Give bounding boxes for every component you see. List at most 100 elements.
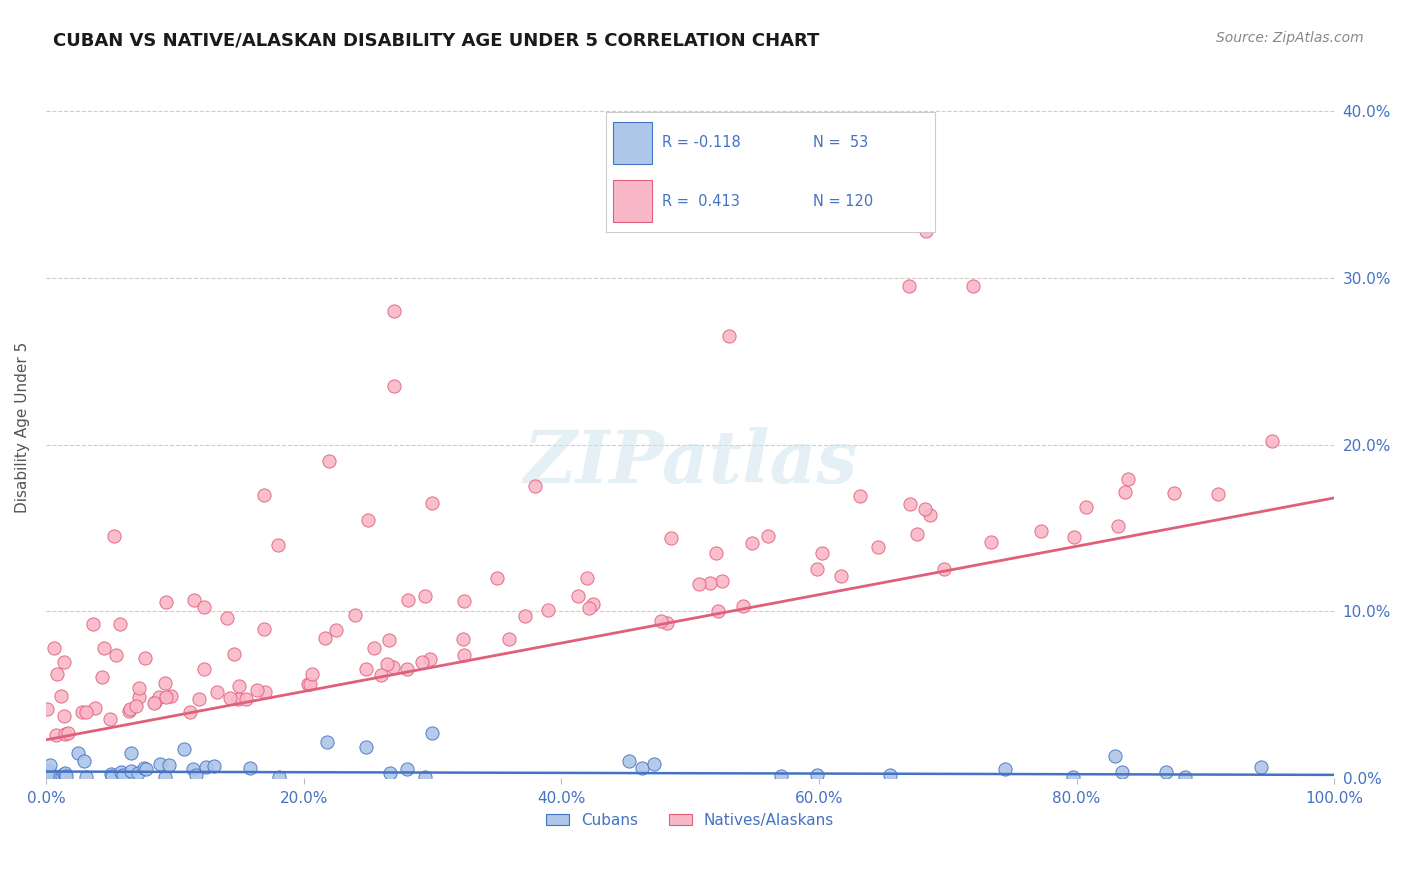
Natives/Alaskans	[118, 702, 141, 716]
Natives/Alaskans	[688, 577, 710, 591]
Natives/Alaskans	[422, 496, 444, 510]
Natives/Alaskans	[299, 677, 322, 691]
Natives/Alaskans	[934, 562, 956, 576]
Natives/Alaskans	[53, 708, 76, 723]
Natives/Alaskans	[118, 705, 141, 719]
Cubans	[1104, 748, 1126, 763]
Natives/Alaskans	[46, 666, 69, 681]
Natives/Alaskans	[756, 529, 779, 543]
Cubans	[1174, 770, 1197, 784]
Cubans	[67, 746, 90, 760]
Natives/Alaskans	[128, 681, 150, 695]
Natives/Alaskans	[524, 479, 547, 493]
Natives/Alaskans	[453, 648, 475, 662]
Cubans	[1111, 764, 1133, 779]
Natives/Alaskans	[226, 691, 249, 706]
Cubans	[806, 767, 828, 781]
Natives/Alaskans	[918, 508, 941, 522]
Cubans	[1154, 765, 1177, 780]
Natives/Alaskans	[650, 614, 672, 628]
Natives/Alaskans	[205, 685, 228, 699]
Natives/Alaskans	[1029, 524, 1052, 538]
Cubans	[181, 762, 204, 776]
Natives/Alaskans	[614, 178, 637, 193]
Natives/Alaskans	[453, 632, 475, 646]
Cubans	[53, 767, 76, 781]
Natives/Alaskans	[1206, 487, 1229, 501]
Cubans	[770, 769, 793, 783]
Cubans	[55, 769, 77, 783]
Natives/Alaskans	[98, 712, 121, 726]
Natives/Alaskans	[659, 531, 682, 545]
Natives/Alaskans	[1116, 472, 1139, 486]
Text: Source: ZipAtlas.com: Source: ZipAtlas.com	[1216, 31, 1364, 45]
Natives/Alaskans	[301, 666, 323, 681]
Cubans	[132, 761, 155, 775]
Cubans	[37, 764, 59, 778]
Natives/Alaskans	[82, 617, 104, 632]
Natives/Alaskans	[134, 650, 156, 665]
Natives/Alaskans	[576, 571, 599, 585]
Legend: Cubans, Natives/Alaskans: Cubans, Natives/Alaskans	[540, 806, 841, 834]
Natives/Alaskans	[915, 224, 938, 238]
Cubans	[111, 768, 134, 782]
Cubans	[315, 735, 337, 749]
Cubans	[120, 764, 142, 779]
Natives/Alaskans	[45, 728, 67, 742]
Cubans	[413, 770, 436, 784]
Natives/Alaskans	[1114, 485, 1136, 500]
Cubans	[994, 762, 1017, 776]
Natives/Alaskans	[962, 279, 984, 293]
Cubans	[73, 754, 96, 768]
Text: CUBAN VS NATIVE/ALASKAN DISABILITY AGE UNDER 5 CORRELATION CHART: CUBAN VS NATIVE/ALASKAN DISABILITY AGE U…	[53, 31, 820, 49]
Natives/Alaskans	[706, 604, 728, 618]
Natives/Alaskans	[914, 501, 936, 516]
Natives/Alaskans	[498, 632, 520, 646]
Natives/Alaskans	[710, 574, 733, 588]
Cubans	[49, 769, 72, 783]
Natives/Alaskans	[253, 685, 276, 699]
Natives/Alaskans	[382, 304, 405, 318]
Cubans	[173, 742, 195, 756]
Natives/Alaskans	[49, 689, 72, 703]
Natives/Alaskans	[849, 490, 872, 504]
Natives/Alaskans	[830, 568, 852, 582]
Natives/Alaskans	[325, 624, 347, 638]
Natives/Alaskans	[155, 690, 177, 704]
Natives/Alaskans	[297, 676, 319, 690]
Natives/Alaskans	[413, 589, 436, 603]
Natives/Alaskans	[398, 593, 420, 607]
Natives/Alaskans	[704, 546, 727, 560]
Natives/Alaskans	[246, 683, 269, 698]
Natives/Alaskans	[228, 679, 250, 693]
Natives/Alaskans	[37, 702, 59, 716]
Natives/Alaskans	[578, 601, 600, 615]
Natives/Alaskans	[160, 690, 183, 704]
Cubans	[202, 758, 225, 772]
Natives/Alaskans	[90, 670, 112, 684]
Cubans	[1250, 759, 1272, 773]
Cubans	[100, 766, 122, 780]
Natives/Alaskans	[179, 706, 201, 720]
Cubans	[51, 769, 73, 783]
Natives/Alaskans	[318, 454, 340, 468]
Natives/Alaskans	[222, 648, 245, 662]
Natives/Alaskans	[1107, 519, 1129, 533]
Natives/Alaskans	[253, 488, 276, 502]
Natives/Alaskans	[235, 692, 257, 706]
Natives/Alaskans	[143, 696, 166, 710]
Cubans	[395, 762, 418, 776]
Cubans	[37, 765, 59, 780]
Natives/Alaskans	[419, 652, 441, 666]
Natives/Alaskans	[370, 668, 392, 682]
Natives/Alaskans	[980, 534, 1002, 549]
Natives/Alaskans	[868, 540, 890, 554]
Y-axis label: Disability Age Under 5: Disability Age Under 5	[15, 343, 30, 514]
Natives/Alaskans	[128, 690, 150, 705]
Text: ZIPatlas: ZIPatlas	[523, 427, 858, 499]
Natives/Alaskans	[453, 594, 475, 608]
Natives/Alaskans	[193, 599, 215, 614]
Cubans	[37, 766, 59, 780]
Cubans	[239, 760, 262, 774]
Cubans	[149, 757, 172, 772]
